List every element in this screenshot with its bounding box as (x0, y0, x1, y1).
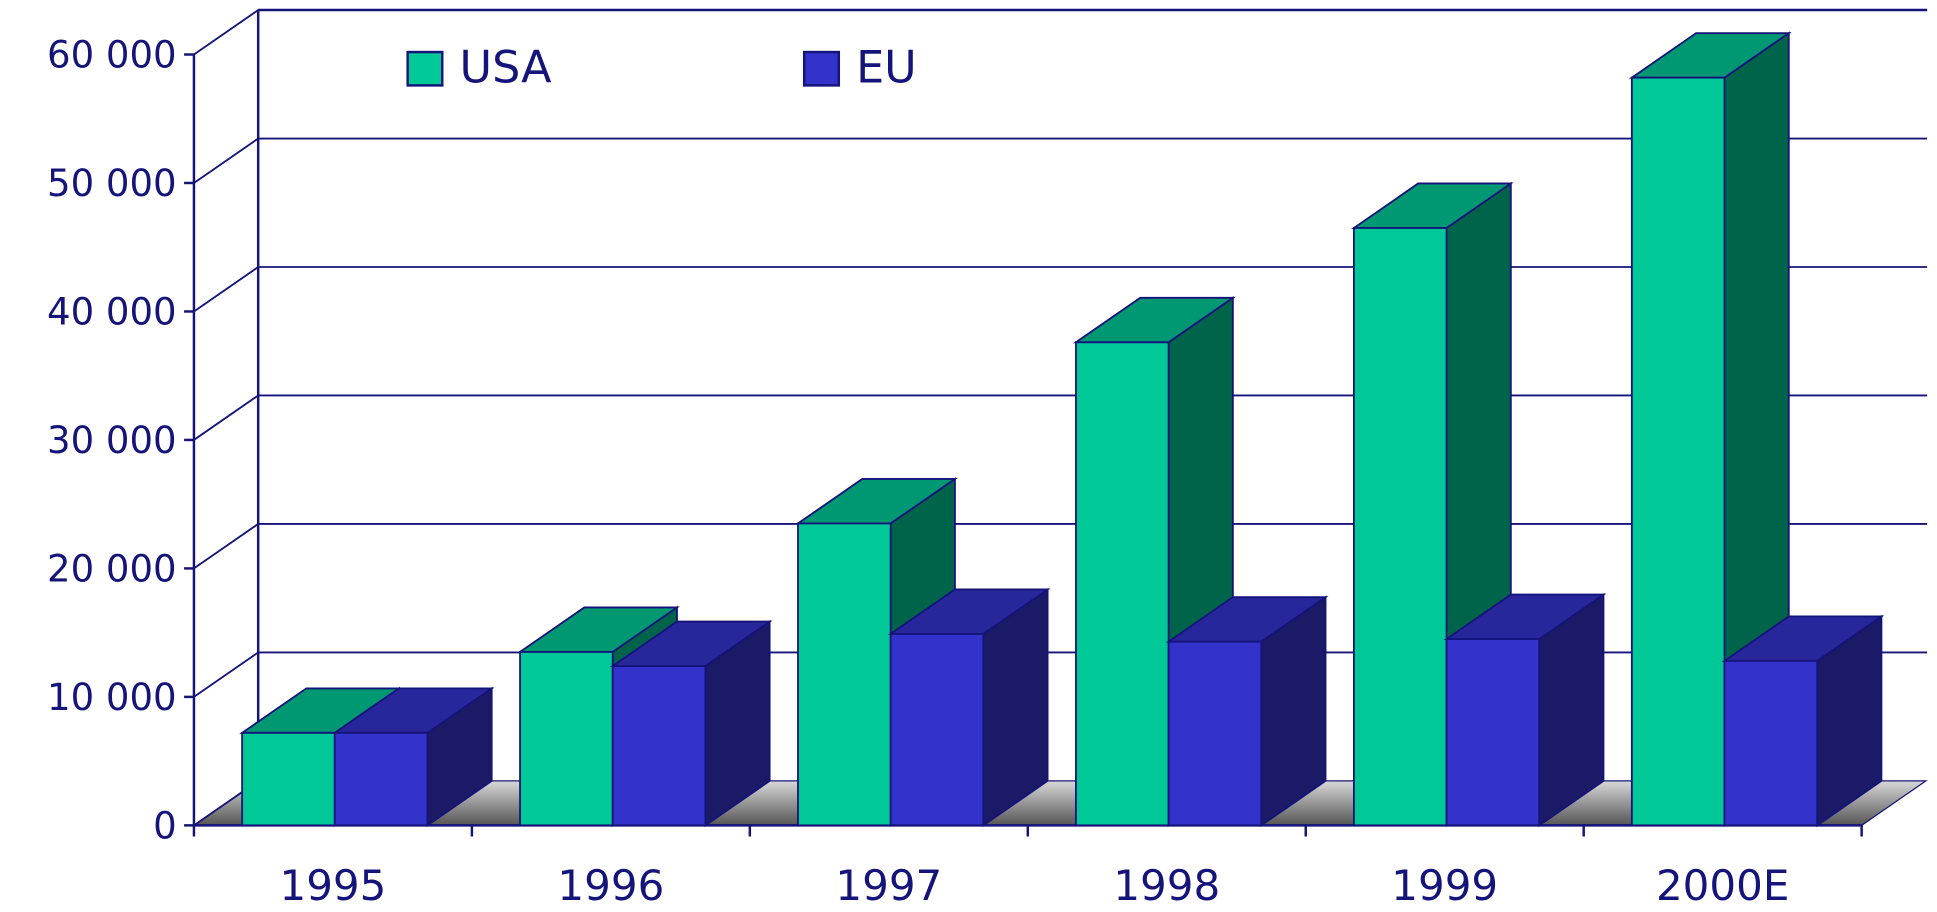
bar (241, 731, 336, 827)
bar (1352, 227, 1448, 827)
grid-line (193, 651, 259, 698)
bar (1075, 341, 1170, 827)
y-tick-label: 30 000 (47, 419, 177, 462)
bar (611, 665, 707, 827)
grid-line (193, 266, 259, 313)
grid-line (193, 523, 259, 570)
y-tick-label: 0 (153, 804, 177, 847)
y-tick-label: 50 000 (47, 162, 177, 205)
x-tick-label: 1999 (1391, 861, 1498, 910)
x-tick-label: 1996 (557, 861, 664, 910)
x-tick-label: 1995 (279, 861, 386, 910)
legend-swatch (406, 50, 444, 87)
legend-swatch (802, 50, 841, 87)
bar (797, 522, 892, 827)
bar (519, 650, 614, 827)
y-tick-label: 40 000 (47, 290, 177, 333)
x-tick-label: 1998 (1113, 861, 1220, 910)
x-tick-label: 2000E (1656, 861, 1789, 910)
legend-label: EU (856, 43, 917, 94)
x-tick-label: 1997 (835, 861, 942, 910)
y-tick-label: 10 000 (47, 676, 177, 719)
bar (1445, 638, 1541, 827)
legend-label: USA (460, 43, 553, 94)
bar (1167, 640, 1263, 827)
bar (333, 731, 429, 827)
grid-line (193, 137, 259, 184)
bar (1723, 659, 1819, 827)
y-tick-label: 60 000 (47, 33, 177, 76)
y-tick-label: 20 000 (47, 547, 177, 590)
grid-line (193, 394, 259, 441)
bar (889, 633, 985, 827)
grid-line (193, 9, 259, 56)
bar (1630, 76, 1726, 827)
